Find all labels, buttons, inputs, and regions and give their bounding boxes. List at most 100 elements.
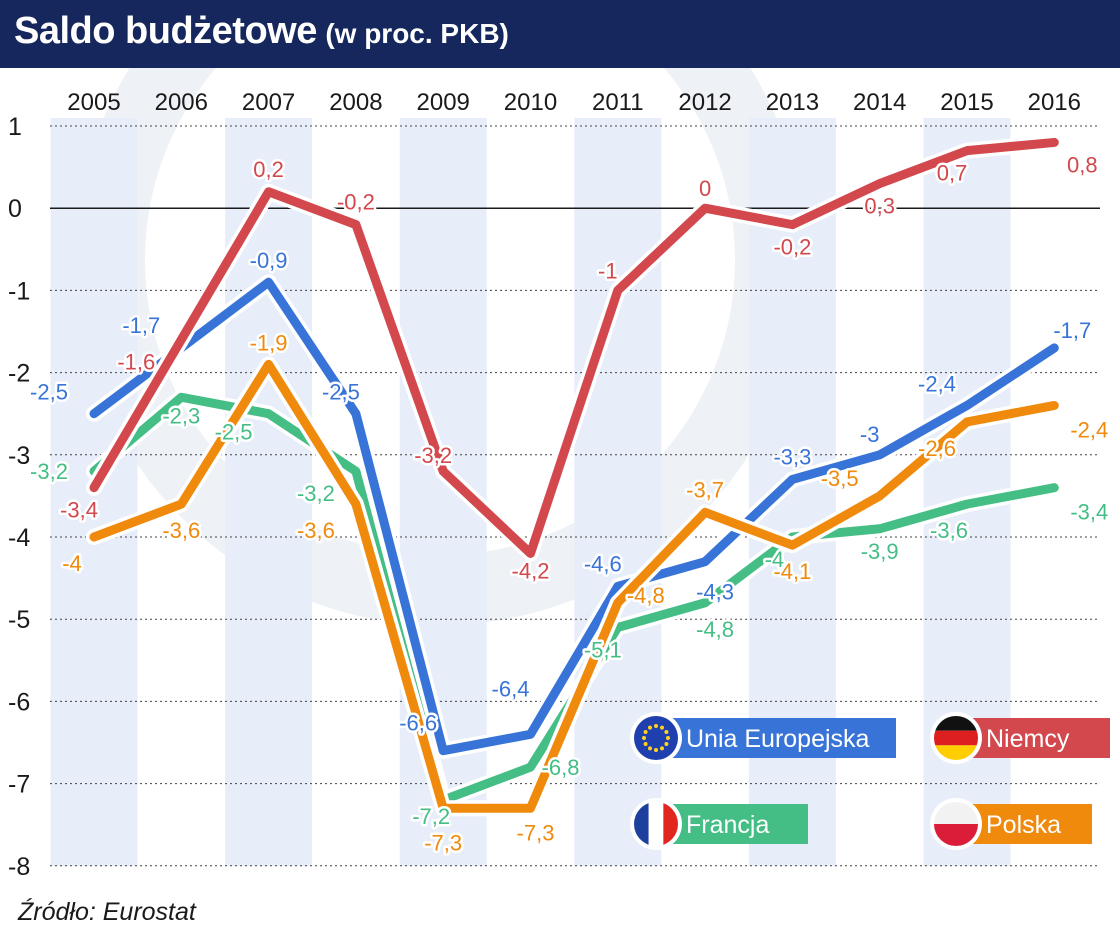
data-label-francja: -3,2: [297, 481, 335, 506]
data-label-niemcy: 0,7: [937, 161, 968, 186]
data-label-niemcy: -0,2: [337, 190, 375, 215]
stripe: [648, 802, 664, 846]
chart-title: Saldo budżetowe: [14, 10, 317, 52]
x-tick-label: 2009: [417, 89, 470, 116]
flag-de-icon: [930, 712, 982, 764]
x-tick-label: 2012: [678, 89, 731, 116]
data-label-unia-europejska: -2,5: [322, 380, 360, 405]
chart-header: Saldo budżetowe (w proc. PKB): [0, 0, 1120, 68]
flag-star: [648, 725, 652, 730]
data-label-polska: -2,4: [1070, 417, 1108, 442]
x-tick-label: 2005: [67, 89, 120, 116]
flag-pl-icon: [930, 798, 982, 850]
data-label-francja: -3,4: [1070, 500, 1108, 525]
y-tick-label: -1: [8, 277, 30, 305]
data-label-francja: -5,1: [584, 637, 622, 662]
flag-star: [664, 742, 669, 746]
x-tick-label: 2013: [766, 89, 819, 116]
x-tick-label: 2010: [504, 89, 557, 116]
x-tick-label: 2006: [155, 89, 208, 116]
legend-item-niemcy: Niemcy: [930, 712, 1110, 764]
data-label-unia-europejska: -3: [860, 422, 880, 447]
stripe: [934, 802, 978, 824]
data-label-polska: -3,6: [297, 518, 335, 543]
data-label-polska: -3,6: [162, 518, 200, 543]
flag-star: [642, 736, 646, 740]
data-label-niemcy: 0,8: [1067, 152, 1098, 177]
y-tick-label: -7: [8, 771, 30, 799]
legend-swatch: [650, 718, 896, 758]
legend-label: Polska: [986, 811, 1061, 839]
flag-star: [664, 730, 669, 734]
data-label-polska: -3,7: [686, 477, 724, 502]
y-tick-label: 1: [8, 113, 22, 141]
data-label-polska: -4,8: [627, 583, 665, 608]
data-label-francja: -6,8: [542, 755, 580, 780]
legend-item-francja: Francja: [630, 798, 808, 850]
data-label-niemcy: -3,2: [414, 443, 452, 468]
data-label-polska: -7,3: [517, 820, 555, 845]
x-tick-label: 2014: [853, 89, 906, 116]
data-label-niemcy: -3,4: [60, 498, 98, 523]
data-label-niemcy: -1,6: [117, 350, 155, 375]
flag-star: [660, 725, 664, 730]
chart-subtitle: (w proc. PKB): [325, 18, 509, 49]
x-tick-label: 2011: [592, 89, 644, 116]
legend-label: Niemcy: [986, 725, 1070, 753]
data-label-unia-europejska: -3,3: [773, 444, 811, 469]
data-label-francja: -3,2: [30, 459, 68, 484]
data-label-unia-europejska: -2,5: [30, 380, 68, 405]
source-note: Źródło: Eurostat: [18, 898, 196, 926]
data-label-polska: -1,9: [250, 330, 288, 355]
flag-stripes: [934, 802, 978, 846]
data-label-niemcy: 0: [699, 176, 711, 201]
flag-star: [666, 736, 670, 740]
flag-stripes: [934, 716, 978, 760]
flag-star: [648, 746, 652, 751]
data-label-polska: -7,3: [424, 830, 462, 855]
x-tick-label: 2016: [1028, 89, 1081, 116]
data-label-unia-europejska: -4,6: [584, 551, 622, 576]
y-tick-label: -2: [8, 360, 30, 388]
flag-star: [643, 742, 648, 746]
data-label-francja: -4,8: [696, 617, 734, 642]
data-label-unia-europejska: -2,4: [918, 371, 956, 396]
data-label-unia-europejska: -0,9: [250, 248, 288, 273]
stripe: [934, 716, 978, 731]
stripe: [934, 824, 978, 846]
data-label-unia-europejska: -4,3: [696, 580, 734, 605]
series-line-polska: [89, 359, 1059, 813]
x-tick-label: 2007: [242, 89, 295, 116]
legend-item-polska: Polska: [930, 798, 1092, 850]
data-label-polska: -4,1: [773, 559, 811, 584]
flag-star: [643, 730, 648, 734]
data-label-francja: -2,5: [215, 420, 253, 445]
flag-eu-icon: [630, 712, 682, 764]
stripe: [663, 802, 678, 846]
flag-fr-icon: [630, 798, 682, 850]
stripe: [934, 730, 978, 746]
legend-label: Francja: [686, 811, 769, 839]
data-label-francja: -4: [765, 547, 785, 572]
data-label-unia-europejska: -6,6: [399, 711, 437, 736]
data-label-francja: -7,2: [412, 804, 450, 829]
legend-item-unia-europejska: Unia Europejska: [630, 712, 896, 764]
data-label-niemcy: -1: [598, 258, 618, 283]
series-line-niemcy: [89, 137, 1059, 558]
stripe: [934, 745, 978, 760]
flag-fill: [634, 716, 678, 760]
flag-star: [660, 746, 664, 751]
data-label-francja: -3,9: [861, 539, 899, 564]
data-label-niemcy: -0,2: [773, 235, 811, 260]
x-tick-label: 2015: [940, 89, 993, 116]
flag-star: [654, 724, 658, 728]
y-tick-label: -6: [8, 688, 30, 716]
line-chart: 1 0 -1 -2 -3 -4 -5 -6 -7 -8 2005 2006 2007 2008 2009 20…: [8, 68, 1111, 881]
stripe: [634, 802, 649, 846]
data-label-francja: -3,6: [930, 518, 968, 543]
y-tick-label: -8: [8, 853, 30, 881]
data-label-polska: -2,6: [918, 436, 956, 461]
data-label-francja: -2,3: [162, 403, 200, 428]
data-label-niemcy: 0,3: [864, 194, 895, 219]
y-tick-label: -4: [8, 524, 30, 552]
